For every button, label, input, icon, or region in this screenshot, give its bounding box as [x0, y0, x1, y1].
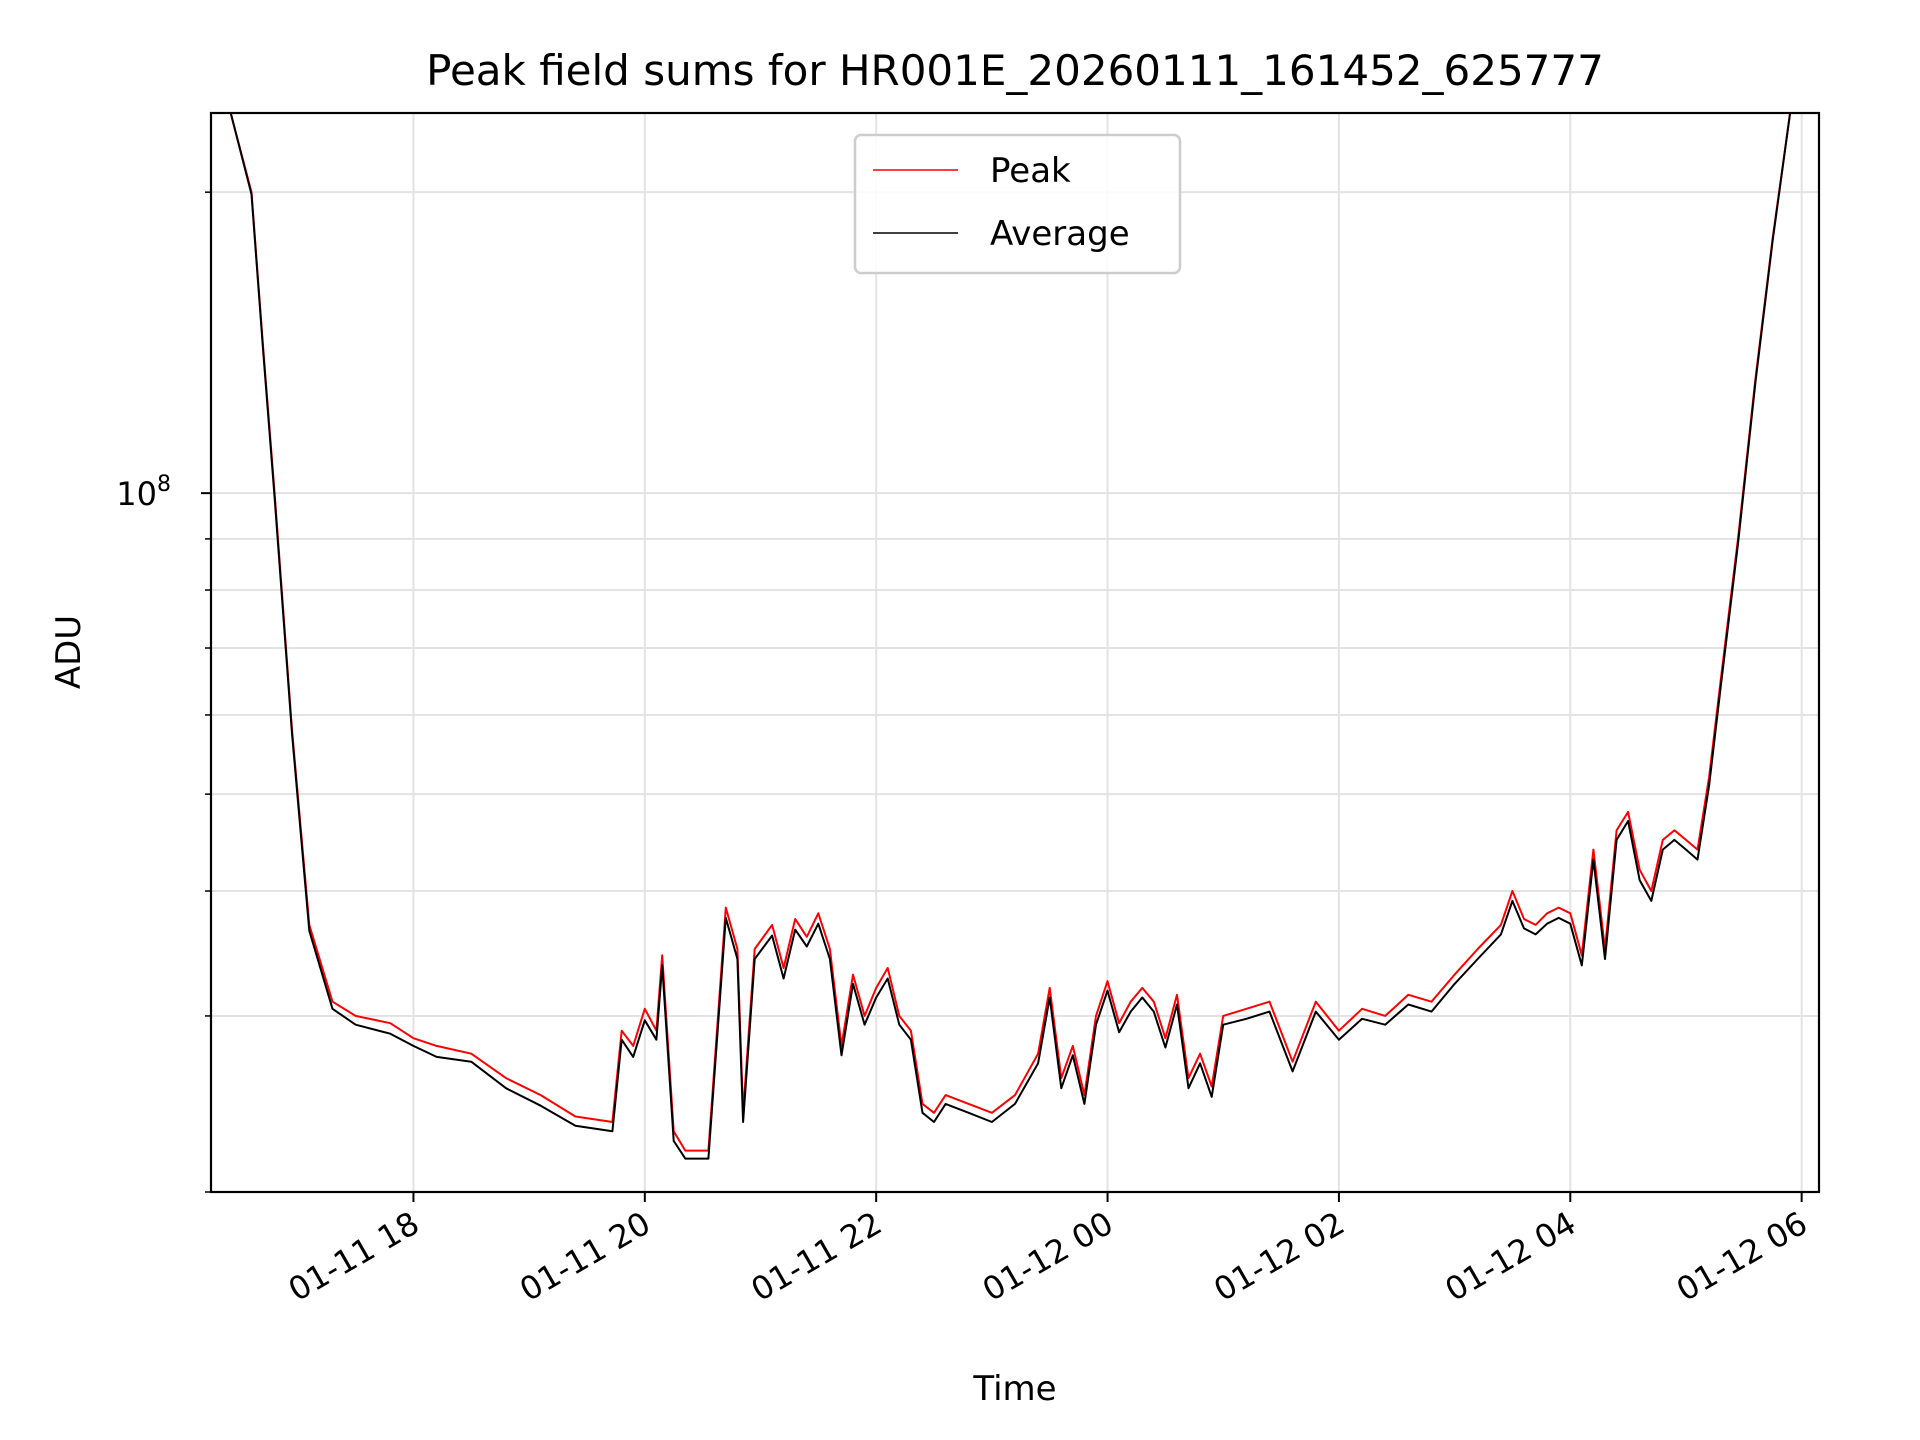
series-line-average — [211, 113, 1802, 1160]
y-tick-label: 108 — [116, 472, 171, 513]
plot-lines — [211, 113, 1802, 1160]
y-axis-title: ADU — [49, 615, 89, 689]
legend: Peak Average — [853, 133, 1182, 275]
x-axis-title: Time — [972, 1369, 1056, 1409]
legend-peak-label: Peak — [990, 151, 1071, 191]
plot-frame — [209, 111, 1821, 1194]
chart-title: Peak field sums for HR001E_20260111_1614… — [426, 46, 1604, 95]
legend-average-label: Average — [990, 214, 1130, 254]
